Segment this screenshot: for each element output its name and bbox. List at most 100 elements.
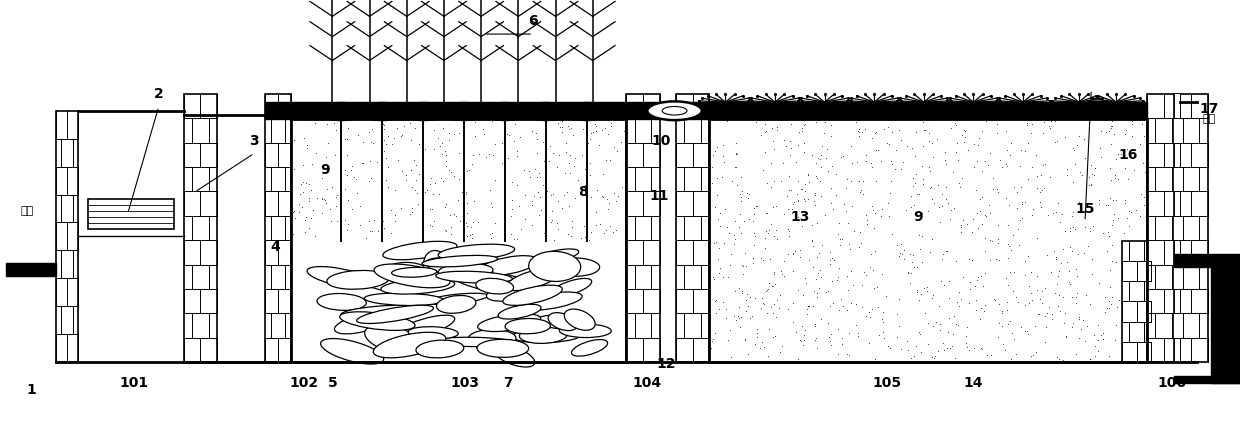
- Text: 15: 15: [1075, 202, 1095, 216]
- Bar: [337, 102, 345, 120]
- Ellipse shape: [502, 285, 562, 305]
- Text: 102: 102: [289, 377, 319, 390]
- Bar: [1211, 267, 1240, 383]
- Text: 11: 11: [650, 189, 670, 203]
- Ellipse shape: [392, 268, 436, 277]
- Bar: [626, 94, 660, 362]
- Ellipse shape: [383, 241, 458, 260]
- Ellipse shape: [505, 319, 551, 334]
- Ellipse shape: [357, 305, 434, 323]
- Ellipse shape: [381, 279, 455, 294]
- Ellipse shape: [438, 244, 515, 260]
- Ellipse shape: [335, 313, 387, 334]
- Ellipse shape: [374, 264, 450, 288]
- Bar: [676, 94, 709, 362]
- Text: 10: 10: [651, 134, 671, 147]
- Bar: [1174, 376, 1240, 383]
- Text: 9: 9: [913, 210, 923, 224]
- Bar: [264, 102, 660, 119]
- Bar: [709, 119, 1147, 362]
- Ellipse shape: [564, 309, 595, 330]
- Ellipse shape: [506, 268, 562, 291]
- Bar: [184, 94, 217, 362]
- Ellipse shape: [476, 278, 513, 294]
- Text: 101: 101: [119, 377, 149, 390]
- Ellipse shape: [308, 267, 374, 288]
- Ellipse shape: [548, 313, 578, 331]
- Text: 103: 103: [450, 377, 480, 390]
- Ellipse shape: [321, 339, 383, 364]
- Ellipse shape: [425, 258, 494, 278]
- Bar: [542, 102, 549, 120]
- Ellipse shape: [477, 314, 541, 331]
- Bar: [6, 263, 56, 276]
- Ellipse shape: [439, 263, 494, 279]
- Bar: [88, 199, 174, 228]
- Bar: [709, 119, 1147, 362]
- Ellipse shape: [425, 293, 489, 305]
- Text: 6: 6: [528, 14, 538, 28]
- Ellipse shape: [436, 296, 476, 313]
- Ellipse shape: [572, 340, 608, 356]
- Ellipse shape: [506, 265, 553, 277]
- Text: 9: 9: [320, 164, 330, 177]
- Bar: [460, 102, 467, 120]
- Text: 14: 14: [963, 377, 983, 390]
- Bar: [501, 102, 508, 120]
- Text: 7: 7: [503, 377, 513, 390]
- Ellipse shape: [350, 271, 408, 293]
- Bar: [291, 241, 626, 362]
- Text: 8: 8: [578, 185, 588, 199]
- Text: 105: 105: [872, 377, 901, 390]
- Bar: [378, 102, 386, 120]
- Ellipse shape: [486, 286, 529, 301]
- Bar: [676, 102, 1147, 119]
- Ellipse shape: [341, 305, 422, 318]
- Text: 5: 5: [327, 377, 337, 390]
- Ellipse shape: [479, 256, 538, 276]
- Ellipse shape: [317, 294, 366, 311]
- Bar: [1174, 94, 1208, 362]
- Ellipse shape: [365, 325, 423, 354]
- Text: 2: 2: [154, 87, 164, 101]
- Circle shape: [647, 101, 702, 120]
- Bar: [291, 119, 626, 241]
- Ellipse shape: [551, 279, 591, 296]
- Ellipse shape: [422, 256, 497, 267]
- Ellipse shape: [512, 328, 582, 343]
- Bar: [1147, 94, 1180, 362]
- Ellipse shape: [494, 345, 534, 367]
- Text: 4: 4: [270, 240, 280, 254]
- Bar: [1174, 94, 1180, 362]
- Text: 16: 16: [1118, 149, 1138, 162]
- Bar: [1174, 254, 1240, 267]
- Ellipse shape: [373, 332, 445, 358]
- Text: 进水: 进水: [21, 206, 33, 216]
- Text: 17: 17: [1199, 102, 1219, 115]
- Ellipse shape: [340, 312, 415, 331]
- Ellipse shape: [365, 293, 444, 305]
- Ellipse shape: [532, 315, 577, 332]
- Ellipse shape: [548, 258, 600, 276]
- Ellipse shape: [528, 251, 580, 282]
- Bar: [419, 102, 427, 120]
- Ellipse shape: [559, 324, 611, 337]
- Text: 3: 3: [249, 134, 259, 147]
- Bar: [56, 111, 78, 362]
- Ellipse shape: [498, 304, 541, 319]
- Ellipse shape: [327, 271, 389, 289]
- Bar: [291, 119, 626, 362]
- Ellipse shape: [408, 327, 459, 339]
- Ellipse shape: [435, 271, 512, 283]
- Text: 13: 13: [790, 210, 810, 224]
- Text: 12: 12: [656, 357, 676, 371]
- Ellipse shape: [394, 315, 455, 339]
- Text: 106: 106: [1157, 377, 1187, 390]
- Bar: [583, 102, 590, 120]
- Ellipse shape: [415, 340, 464, 358]
- Ellipse shape: [475, 332, 512, 352]
- Ellipse shape: [469, 329, 516, 348]
- Ellipse shape: [448, 269, 501, 291]
- Ellipse shape: [430, 337, 515, 347]
- Ellipse shape: [379, 262, 430, 288]
